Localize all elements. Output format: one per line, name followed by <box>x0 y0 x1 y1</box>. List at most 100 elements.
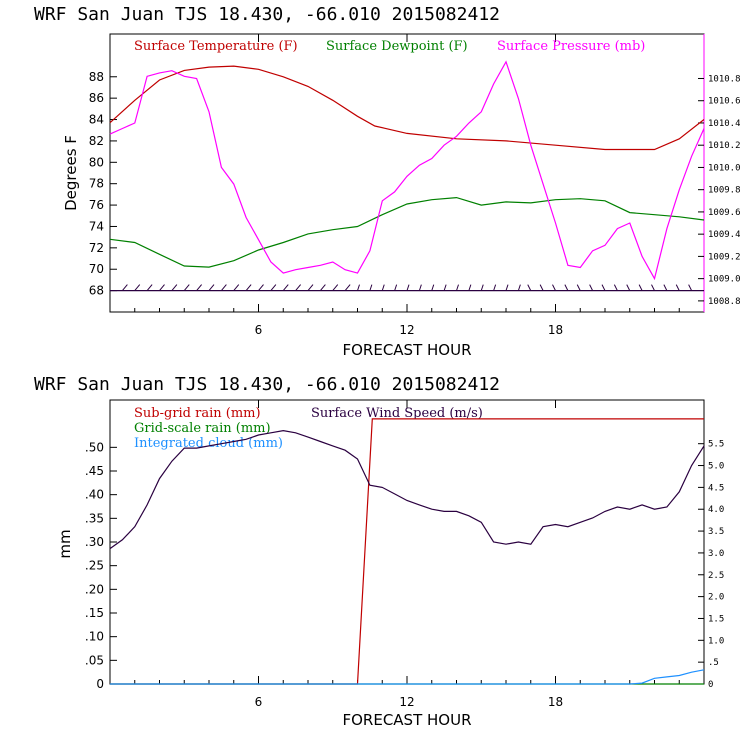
y2-tick-label: 3.5 <box>708 527 724 537</box>
y-tick-label: .20 <box>85 582 104 596</box>
y-tick-label: 0 <box>96 677 104 691</box>
wind-barb <box>208 284 215 291</box>
top-x-axis-ticks: 6 12 18 <box>134 34 680 337</box>
x-tick-label: 18 <box>548 323 563 337</box>
y-tick-label: .15 <box>85 606 104 620</box>
wind-barb <box>601 284 606 291</box>
y-tick-label: 80 <box>89 155 104 169</box>
x-tick-label: 12 <box>399 323 414 337</box>
bottom-chart: WRF San Juan TJS 18.430, -66.010 2015082… <box>34 374 724 729</box>
legend-sub-grid-rain: Sub-grid rain (mm) <box>134 406 261 421</box>
top-plot-frame <box>109 33 705 313</box>
y-tick-label: .45 <box>85 464 104 478</box>
legend-surface-pressure: Surface Pressure (mb) <box>497 39 645 54</box>
wind-barb <box>307 284 314 291</box>
legend-surface-wind-speed: Surface Wind Speed (m/s) <box>311 406 483 421</box>
y-tick-label: .10 <box>85 630 104 644</box>
y2-tick-label: 1009.0 <box>708 275 740 285</box>
wind-barb <box>468 284 472 291</box>
y-tick-label: 76 <box>89 198 104 212</box>
top-left-axis-ticks: 68 70 72 74 76 78 80 82 84 86 88 <box>89 70 117 298</box>
wind-barb <box>146 284 153 291</box>
top-x-axis-label: FORECAST HOUR <box>342 341 471 359</box>
wind-barb <box>344 284 351 291</box>
integrated-cloud-mm-line <box>110 669 705 685</box>
wind-barb <box>663 284 668 291</box>
surface-wind-speed-m-s-line <box>109 429 705 550</box>
wind-barb <box>552 284 556 291</box>
y-tick-label: .40 <box>85 488 104 502</box>
y2-tick-label: 1009.4 <box>708 230 740 240</box>
legend-surface-dewpoint: Surface Dewpoint (F) <box>326 39 468 54</box>
wind-barb <box>589 284 594 291</box>
wind-barb <box>381 284 385 291</box>
wind-barb <box>626 284 631 291</box>
wind-barb <box>638 284 643 291</box>
bottom-left-axis-ticks: 0 .05 .10 .15 .20 .25 .30 .35 .40 .45 .50 <box>85 440 117 691</box>
wind-barb <box>282 284 289 291</box>
y2-tick-label: 4.5 <box>708 483 724 493</box>
y-tick-label: .05 <box>85 653 104 667</box>
wind-barb <box>418 284 422 291</box>
bottom-x-axis-label: FORECAST HOUR <box>342 711 471 729</box>
legend-grid-scale-rain: Grid-scale rain (mm) <box>134 421 271 436</box>
y-tick-label: 84 <box>89 113 104 127</box>
bottom-x-axis-ticks: 6 12 18 <box>134 400 680 709</box>
legend-surface-temperature: Surface Temperature (F) <box>134 39 298 54</box>
wind-barb <box>121 284 128 291</box>
wind-barb <box>233 284 240 291</box>
top-chart-title: WRF San Juan TJS 18.430, -66.010 2015082… <box>34 4 500 25</box>
y2-tick-label: 2.0 <box>708 593 724 603</box>
y-tick-label: .30 <box>85 535 104 549</box>
wind-barb <box>564 284 569 291</box>
surface-temperature-f-line <box>109 65 705 151</box>
y2-tick-label: .5 <box>708 658 719 668</box>
wind-barb <box>183 284 190 291</box>
y-tick-label: .50 <box>85 440 104 454</box>
y2-tick-label: 1008.8 <box>708 297 740 307</box>
wind-barb <box>357 284 360 291</box>
x-tick-label: 6 <box>255 695 263 709</box>
top-chart: WRF San Juan TJS 18.430, -66.010 2015082… <box>34 4 740 359</box>
y-tick-label: 88 <box>89 70 104 84</box>
top-series-group <box>109 60 705 281</box>
y2-tick-label: 1010.4 <box>708 119 740 129</box>
surface-dewpoint-f-line <box>109 196 705 268</box>
wind-barb <box>319 284 326 291</box>
wind-barb <box>332 284 339 291</box>
y2-tick-label: 5.0 <box>708 462 724 472</box>
top-y-axis-label: Degrees F <box>62 135 80 211</box>
wind-barb <box>369 284 373 291</box>
y2-tick-label: 5.5 <box>708 440 724 450</box>
legend-integrated-cloud: Integrated cloud (mm) <box>134 436 283 451</box>
y2-tick-label: 3.0 <box>708 549 724 559</box>
bottom-chart-title: WRF San Juan TJS 18.430, -66.010 2015082… <box>34 374 500 395</box>
y2-tick-label: 1.0 <box>708 636 724 646</box>
wind-barb <box>245 284 252 291</box>
wind-barb <box>480 284 484 291</box>
wind-barb <box>171 284 178 291</box>
wind-barb <box>431 284 435 291</box>
sub-grid-rain-mm-line <box>110 418 704 685</box>
y2-tick-label: 0 <box>708 680 713 690</box>
wind-barb <box>443 284 447 291</box>
y2-tick-label: 1010.0 <box>708 163 740 173</box>
y2-tick-label: 1009.6 <box>708 208 740 218</box>
y2-tick-label: 1009.8 <box>708 186 740 196</box>
wind-barbs-row <box>110 284 704 292</box>
wind-barb <box>394 284 398 291</box>
wind-barb <box>576 284 581 291</box>
x-tick-label: 18 <box>548 695 563 709</box>
bottom-series-group <box>109 418 705 685</box>
wind-barb <box>651 284 655 291</box>
y-tick-label: 78 <box>89 177 104 191</box>
bottom-right-axis-ticks: 0 .5 1.0 1.5 2.0 2.5 3.0 3.5 4.0 4.5 5.0 5.5 <box>698 440 724 690</box>
bottom-y-axis-label: mm <box>56 529 74 558</box>
y2-tick-label: 1009.2 <box>708 252 740 262</box>
y2-tick-label: 1.5 <box>708 614 724 624</box>
wind-barb <box>456 284 459 291</box>
wind-barb <box>159 284 165 291</box>
y2-tick-label: 2.5 <box>708 571 724 581</box>
wind-barb <box>613 284 618 291</box>
